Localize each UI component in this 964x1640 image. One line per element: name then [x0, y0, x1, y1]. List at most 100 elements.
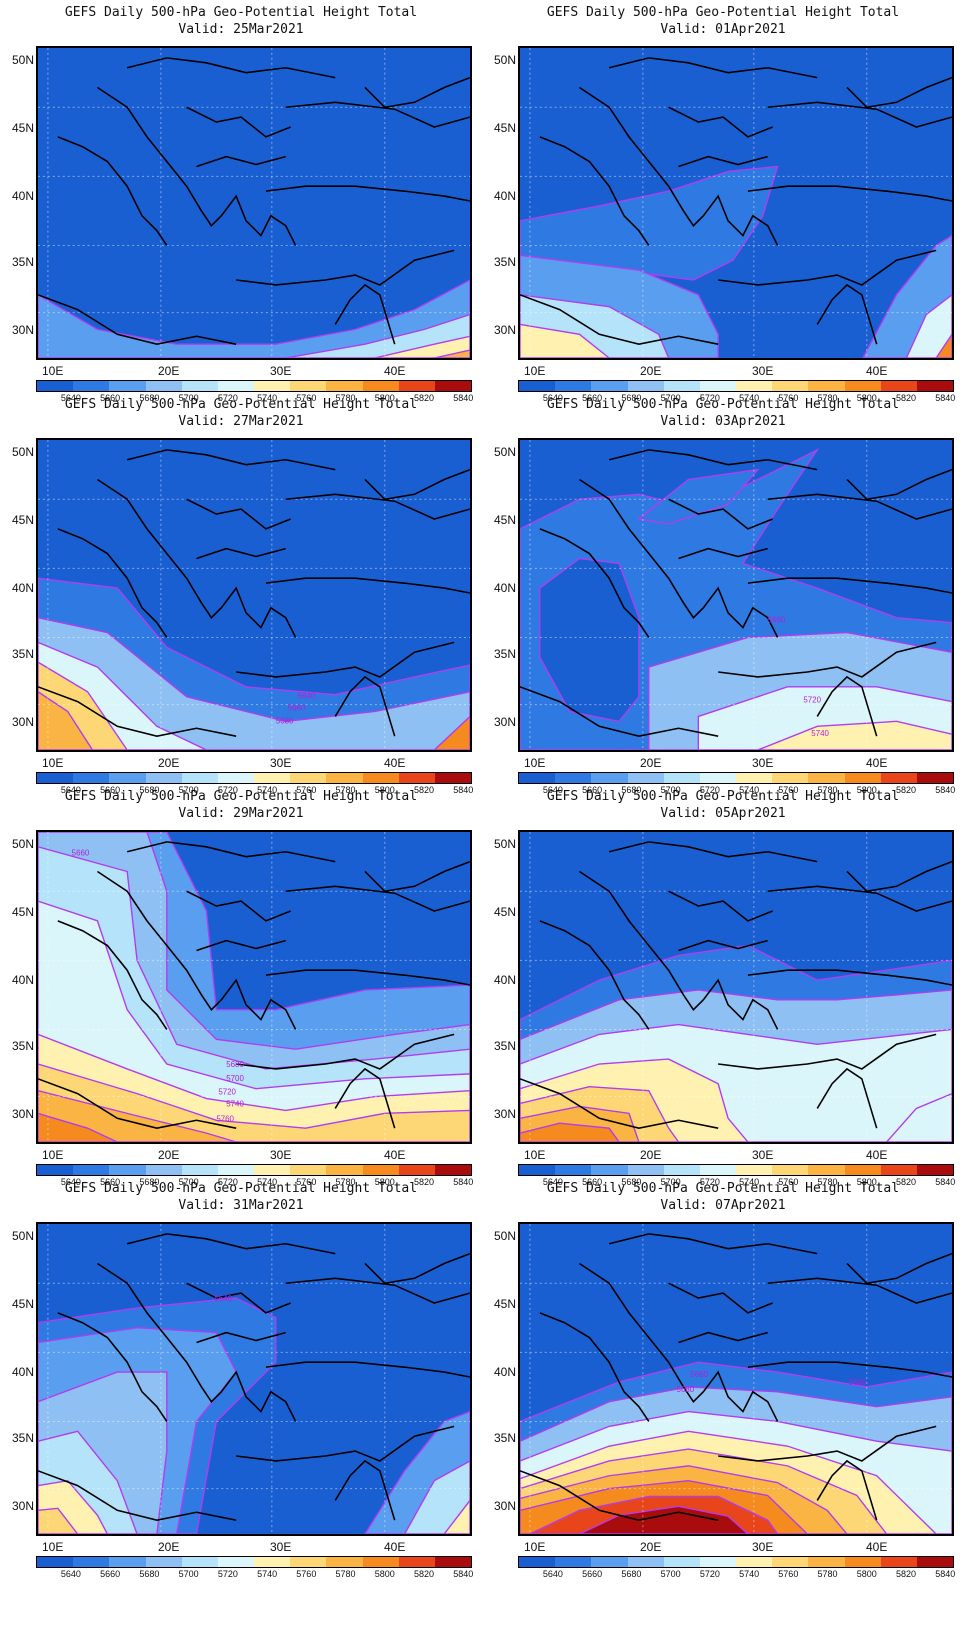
colorbar-label: 5660 — [582, 1569, 603, 1579]
coastline — [334, 1067, 396, 1129]
height-band — [935, 333, 952, 358]
colorbar — [518, 772, 954, 784]
colorbar-segment — [519, 1165, 556, 1175]
longitude-label: 30E — [752, 1148, 774, 1162]
colorbar-labels: 5640 5660 5680 5700 5720 5740 5760 5780 5800 5820… — [36, 1569, 473, 1581]
latitude-label: 50N — [493, 1229, 516, 1243]
colorbar-segment — [217, 1165, 255, 1175]
latitude-label: 50N — [11, 1229, 34, 1243]
colorbar-segment — [254, 773, 291, 783]
colorbar-label: 5680 — [139, 785, 160, 795]
colorbar-segment — [37, 381, 74, 391]
coastline — [668, 890, 773, 922]
coastline — [747, 969, 952, 986]
colorbar-segment — [254, 1557, 291, 1567]
colorbar-segment — [217, 1557, 255, 1567]
colorbar-label: 5840 — [935, 393, 956, 403]
coastline — [539, 136, 650, 246]
colorbar-label: 5700 — [178, 1569, 199, 1579]
colorbar-segment — [663, 1165, 700, 1175]
coastline — [236, 1425, 455, 1462]
contour-label: 5660 — [72, 849, 90, 858]
colorbar-label: 5740 — [739, 785, 760, 795]
colorbar-label: 5760 — [778, 393, 799, 403]
colorbar-label: 5720 — [699, 1569, 720, 1579]
colorbar-segment — [627, 1165, 664, 1175]
panel-title: GEFS Daily 500-hPa Geo-Potential Height … — [482, 396, 964, 430]
coastline — [846, 468, 952, 501]
latitude-label: 50N — [493, 53, 516, 67]
colorbar-label: 5760 — [778, 1569, 799, 1579]
colorbar-segment — [398, 1557, 435, 1567]
colorbar-segment — [181, 1557, 218, 1567]
coastline — [97, 870, 297, 1030]
colorbar-segment — [880, 773, 917, 783]
colorbar-segment — [916, 1557, 954, 1567]
colorbar-label: 5640 — [542, 393, 563, 403]
coastline — [520, 1470, 719, 1521]
longitude-label: 40E — [866, 1540, 888, 1554]
map-canvas: 5660 5680 5640 — [520, 1224, 952, 1534]
colorbar-label: 5820 — [414, 393, 435, 403]
latitude-label: 35N — [11, 1431, 34, 1445]
colorbar-label: 5700 — [660, 785, 681, 795]
colorbar-label: 5780 — [335, 393, 356, 403]
colorbar-label: 5760 — [778, 785, 799, 795]
panel-title-text: GEFS Daily 500-hPa Geo-Potential Height … — [546, 397, 900, 412]
colorbar-segment — [663, 381, 700, 391]
colorbar-label: 5780 — [817, 1177, 838, 1187]
colorbar-label: 5640 — [542, 1177, 563, 1187]
coastline — [364, 468, 470, 501]
longitude-label: 20E — [158, 756, 180, 770]
coastline — [38, 294, 237, 345]
colorbar-segment — [663, 1557, 700, 1567]
height-band — [905, 293, 952, 358]
panel-valid-date: Valid: 27Mar2021 — [178, 414, 304, 429]
colorbar-segment — [627, 1557, 664, 1567]
colorbar-label: 5680 — [621, 1177, 642, 1187]
longitude-label: 10E — [524, 1540, 546, 1554]
colorbar-label: 5660 — [582, 785, 603, 795]
colorbar-segment — [398, 381, 435, 391]
coastline — [265, 1361, 470, 1378]
coastline — [520, 686, 719, 737]
colorbar-label: 5760 — [296, 785, 317, 795]
contour-label: 5640 — [298, 692, 316, 701]
contour-label: 5740 — [226, 1099, 244, 1108]
latitude-label: 45N — [493, 513, 516, 527]
colorbar-label: 5700 — [660, 393, 681, 403]
map-panel: GEFS Daily 500-hPa Geo-Potential Height … — [482, 392, 964, 802]
latitude-label: 40N — [11, 973, 34, 987]
colorbar-segment — [362, 1557, 399, 1567]
colorbar-segment — [398, 773, 435, 783]
coastline — [196, 1331, 286, 1344]
colorbar-label: 5760 — [296, 393, 317, 403]
colorbar-segment — [772, 1165, 809, 1175]
map-canvas — [520, 48, 952, 358]
map-canvas: 5660 5680 5700 5720 5740 5760 — [38, 832, 470, 1142]
colorbar-label: 5840 — [453, 1177, 474, 1187]
colorbar-segment — [555, 1165, 592, 1175]
colorbar-label: 5720 — [699, 393, 720, 403]
panel-title-text: GEFS Daily 500-hPa Geo-Potential Height … — [64, 397, 418, 412]
panel-valid-date: Valid: 03Apr2021 — [660, 414, 786, 429]
colorbar-label: 5820 — [414, 1177, 435, 1187]
coastline — [668, 1282, 773, 1314]
longitude-label: 40E — [866, 1148, 888, 1162]
coastline — [718, 249, 937, 286]
coastline — [539, 528, 650, 638]
colorbar-label: 5800 — [856, 1569, 877, 1579]
colorbar-segment — [290, 773, 327, 783]
colorbar-label: 5780 — [335, 785, 356, 795]
map-canvas — [520, 832, 952, 1142]
latitude-label: 50N — [493, 837, 516, 851]
colorbar-label: 5820 — [414, 785, 435, 795]
latitude-label: 40N — [11, 189, 34, 203]
geopotential-map — [518, 46, 954, 360]
colorbar-label: 5800 — [374, 1177, 395, 1187]
latitude-label: 35N — [493, 1039, 516, 1053]
coastline — [608, 449, 818, 471]
longitude-label: 10E — [524, 364, 546, 378]
coastline — [57, 920, 168, 1030]
map-panel: GEFS Daily 500-hPa Geo-Potential Height … — [482, 784, 964, 1194]
